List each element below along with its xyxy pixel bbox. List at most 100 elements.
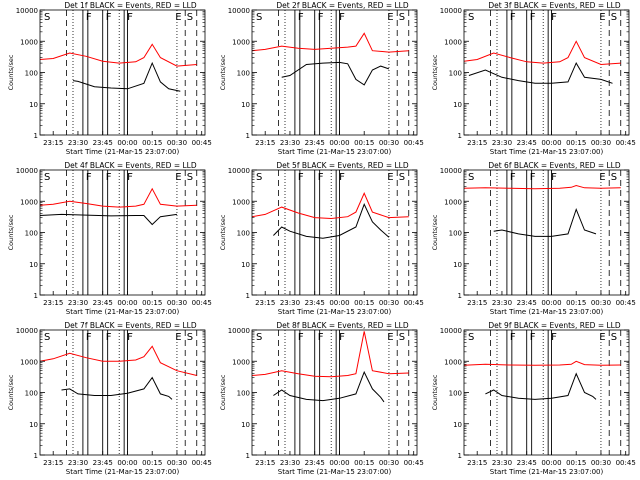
event-letter: F — [86, 12, 92, 23]
lld-series-line — [39, 187, 197, 208]
y-tick-label: 1 — [34, 452, 38, 460]
x-tick-label: 23:15 — [467, 139, 487, 147]
x-tick-label: 23:15 — [43, 459, 63, 467]
x-tick-label: 00:30 — [591, 459, 611, 467]
y-tick-label: 1000 — [232, 198, 250, 206]
lld-series-line — [463, 360, 621, 366]
y-tick-label: 1000 — [232, 358, 250, 366]
y-tick-label: 1 — [34, 132, 38, 140]
y-tick-label: 1000 — [444, 198, 462, 206]
plot-frame — [39, 169, 206, 296]
lld-series-line — [39, 345, 197, 376]
event-letter: F — [530, 332, 536, 343]
x-tick-label: 23:45 — [517, 139, 537, 147]
event-letter: S — [611, 12, 617, 23]
x-tick-label: 00:45 — [192, 459, 212, 467]
event-letter: F — [127, 332, 133, 343]
x-tick-label: 23:30 — [280, 299, 300, 307]
y-axis-label: Counts/sec — [219, 214, 227, 250]
x-tick-label: 00:15 — [566, 459, 586, 467]
event-letter: S — [468, 12, 474, 23]
event-letter: F — [298, 332, 304, 343]
x-tick-label: 00:00 — [117, 139, 137, 147]
x-axis-label: Start Time (21-Mar-15 23:07:00) — [66, 468, 180, 476]
x-tick-label: 00:15 — [142, 299, 162, 307]
event-letter: E — [175, 172, 181, 183]
x-tick-label: 00:00 — [329, 139, 349, 147]
plot-title: Det 4f BLACK = Events, RED = LLD — [64, 161, 197, 170]
x-axis-label: Start Time (21-Mar-15 23:07:00) — [278, 148, 392, 156]
event-letter: F — [298, 12, 304, 23]
y-tick-label: 1000 — [20, 358, 38, 366]
y-tick-label: 1 — [34, 292, 38, 300]
y-tick-label: 100 — [237, 70, 250, 78]
y-tick-label: 100 — [25, 390, 38, 398]
event-letter: F — [318, 172, 324, 183]
plot-frame — [251, 9, 418, 136]
event-letter: S — [44, 12, 50, 23]
y-tick-label: 1000 — [20, 198, 38, 206]
event-letter: S — [399, 332, 405, 343]
event-letter: S — [399, 12, 405, 23]
y-axis-label: Counts/sec — [431, 374, 439, 410]
y-tick-label: 100 — [449, 390, 462, 398]
x-tick-label: 00:30 — [379, 139, 399, 147]
event-letter: F — [106, 332, 112, 343]
event-letter: S — [44, 332, 50, 343]
x-tick-label: 23:15 — [255, 459, 275, 467]
x-tick-label: 23:45 — [517, 459, 537, 467]
x-tick-label: 23:15 — [255, 139, 275, 147]
x-tick-label: 00:00 — [117, 459, 137, 467]
y-tick-label: 10 — [453, 421, 462, 429]
y-tick-label: 1 — [246, 452, 250, 460]
event-letter: F — [530, 12, 536, 23]
lld-series-line — [463, 40, 621, 66]
event-letter: F — [106, 172, 112, 183]
x-tick-label: 00:00 — [541, 299, 561, 307]
y-tick-label: 10000 — [16, 7, 38, 15]
event-letter: S — [187, 172, 193, 183]
event-letter: F — [106, 12, 112, 23]
lld-series-line — [39, 43, 197, 67]
x-tick-label: 00:15 — [142, 139, 162, 147]
y-tick-label: 100 — [237, 390, 250, 398]
plot-title: Det 9f BLACK = Events, RED = LLD — [488, 321, 621, 330]
y-tick-label: 10 — [241, 261, 250, 269]
y-tick-label: 10 — [29, 101, 38, 109]
event-letter: F — [127, 172, 133, 183]
event-letter: E — [175, 12, 181, 23]
y-tick-label: 10000 — [228, 167, 250, 175]
y-tick-label: 1 — [246, 132, 250, 140]
x-tick-label: 00:30 — [591, 299, 611, 307]
x-tick-label: 00:15 — [354, 139, 374, 147]
events-series-line — [72, 61, 181, 92]
x-tick-label: 00:00 — [329, 299, 349, 307]
event-letter: F — [510, 172, 516, 183]
x-tick-label: 23:15 — [255, 299, 275, 307]
event-letter: F — [86, 332, 92, 343]
x-tick-label: 23:30 — [68, 139, 88, 147]
x-tick-label: 23:30 — [492, 459, 512, 467]
x-axis-label: Start Time (21-Mar-15 23:07:00) — [490, 308, 604, 316]
event-letter: F — [551, 12, 557, 23]
event-letter: E — [599, 12, 605, 23]
x-tick-label: 00:45 — [192, 299, 212, 307]
y-tick-label: 10000 — [16, 327, 38, 335]
x-tick-label: 23:30 — [492, 139, 512, 147]
x-tick-label: 00:30 — [167, 459, 187, 467]
plot-title: Det 2f BLACK = Events, RED = LLD — [276, 1, 409, 10]
y-tick-label: 100 — [25, 230, 38, 238]
y-tick-label: 1 — [458, 452, 462, 460]
x-tick-label: 00:00 — [117, 299, 137, 307]
x-tick-label: 00:00 — [329, 459, 349, 467]
plot-title: Det 5f BLACK = Events, RED = LLD — [276, 161, 409, 170]
event-letter: F — [339, 12, 345, 23]
y-tick-label: 10 — [29, 421, 38, 429]
y-tick-label: 10000 — [16, 167, 38, 175]
x-tick-label: 00:45 — [616, 139, 636, 147]
x-axis-label: Start Time (21-Mar-15 23:07:00) — [490, 468, 604, 476]
y-tick-label: 10 — [453, 261, 462, 269]
event-letter: S — [468, 332, 474, 343]
